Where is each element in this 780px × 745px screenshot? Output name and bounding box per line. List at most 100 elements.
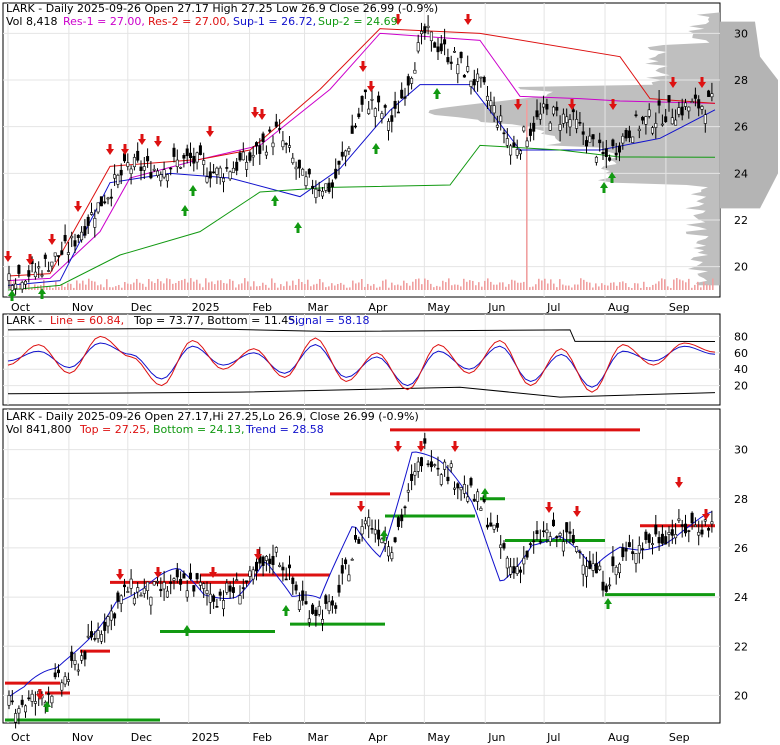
trend-candle-body bbox=[446, 476, 450, 482]
down-arrow-icon bbox=[675, 477, 683, 488]
trend-candle-body bbox=[693, 524, 697, 527]
volume-bar bbox=[589, 282, 591, 290]
price-candle-body bbox=[423, 26, 427, 34]
trend-candle-body bbox=[545, 529, 549, 534]
volume-bar bbox=[106, 279, 108, 290]
volume-bar bbox=[109, 287, 111, 290]
volume-bar bbox=[235, 287, 237, 290]
trend-candle-body bbox=[627, 542, 631, 548]
price-candle-body bbox=[631, 136, 635, 143]
volume-bar bbox=[466, 281, 468, 290]
volume-bar bbox=[484, 280, 486, 290]
price-candle-body bbox=[314, 188, 318, 198]
price-candle-body bbox=[479, 76, 483, 79]
trend-candle-body bbox=[677, 518, 681, 521]
trend-candle-body bbox=[169, 581, 173, 584]
price-candle-body bbox=[139, 166, 143, 172]
x-tick-label: Jun bbox=[487, 731, 505, 744]
stoch-top-band bbox=[7, 327, 716, 343]
price-candle-body bbox=[258, 145, 262, 154]
volume-profile bbox=[428, 3, 780, 297]
down-arrow-icon bbox=[106, 144, 114, 155]
price-candle-body bbox=[621, 135, 625, 144]
res2-line bbox=[7, 28, 716, 277]
trend-candle-body bbox=[281, 566, 285, 571]
price-candle-body bbox=[179, 166, 183, 169]
price-candle-body bbox=[505, 138, 509, 146]
price-header-ticker: LARK - Daily 2025-09-26 Open 27.17 High … bbox=[6, 2, 438, 15]
up-arrow-icon bbox=[8, 290, 16, 301]
volume-bar bbox=[223, 282, 225, 290]
trend-candle-body bbox=[578, 551, 582, 553]
trend-candle-body bbox=[548, 536, 552, 542]
price-candle-body bbox=[571, 109, 575, 113]
price-candle-body bbox=[132, 157, 136, 168]
trend-candle-body bbox=[255, 561, 259, 572]
price-header-volume: Vol 8,418 bbox=[6, 15, 57, 28]
trend-candle-body bbox=[469, 478, 473, 486]
price-candle-body bbox=[456, 64, 460, 75]
price-y-tick: 24 bbox=[734, 167, 748, 180]
y-axis-ticks: 30 28 26 24 22 20 80 60 40 20 30 28 26 24 22 20 bbox=[734, 27, 748, 702]
trend-candle-body bbox=[350, 558, 354, 561]
price-candle-body bbox=[43, 254, 47, 259]
volume-profile-tail bbox=[720, 21, 778, 209]
volume-bar bbox=[169, 279, 171, 290]
volume-bar bbox=[493, 284, 495, 290]
down-arrow-icon bbox=[138, 134, 146, 145]
trend-candle-body bbox=[284, 578, 288, 581]
trend-candle-body bbox=[542, 530, 546, 533]
up-arrow-icon bbox=[294, 222, 302, 233]
volume-bar bbox=[586, 281, 588, 290]
trend-candle-body bbox=[56, 669, 60, 674]
trend-candle-body bbox=[123, 584, 127, 588]
price-candle-body bbox=[222, 177, 226, 183]
trend-candle-body bbox=[50, 695, 54, 704]
volume-bar bbox=[139, 282, 141, 290]
trend-candle-body bbox=[76, 669, 80, 672]
volume-bar bbox=[454, 284, 456, 290]
price-candle-body bbox=[278, 128, 282, 130]
trend-candle-body bbox=[23, 705, 27, 713]
volume-bar bbox=[556, 287, 558, 290]
trend-candle-body bbox=[241, 587, 245, 589]
price-candle-body bbox=[324, 183, 328, 191]
price-candle-body bbox=[93, 217, 97, 228]
trend-candle-body bbox=[231, 587, 235, 593]
trend-candle-body bbox=[456, 483, 460, 489]
price-candle-body bbox=[548, 122, 552, 131]
trend-candle-body bbox=[136, 587, 140, 593]
res1-line bbox=[7, 32, 716, 282]
volume-bar bbox=[232, 280, 234, 290]
volume-bar bbox=[190, 278, 192, 290]
x-tick-label: Sep bbox=[669, 731, 690, 744]
volume-bar bbox=[208, 282, 210, 290]
volume-bar bbox=[700, 287, 702, 290]
trend-candle-body bbox=[202, 583, 206, 589]
volume-bar bbox=[487, 278, 489, 290]
trend-candle-body bbox=[518, 569, 522, 573]
trend-candle-body bbox=[86, 635, 90, 638]
volume-bar bbox=[598, 286, 600, 290]
x-tick-label: Feb bbox=[253, 301, 272, 314]
price-candle-body bbox=[680, 106, 684, 116]
price-y-tick: 20 bbox=[734, 261, 748, 274]
trend-candle-body bbox=[403, 506, 407, 509]
price-candle-body bbox=[129, 168, 133, 174]
x-tick-label: 2025 bbox=[192, 301, 220, 314]
volume-bar bbox=[481, 286, 483, 290]
trend-candle-body bbox=[452, 487, 456, 490]
trend-candle-body bbox=[466, 496, 470, 502]
price-candle-body bbox=[53, 252, 57, 257]
volume-bar bbox=[508, 284, 510, 290]
price-candle-body bbox=[598, 139, 602, 144]
trend-candle-body bbox=[644, 531, 648, 540]
price-candle-body bbox=[690, 101, 694, 104]
trend-candle-body bbox=[314, 609, 318, 616]
volume-bar bbox=[142, 283, 144, 290]
trend-candle-body bbox=[485, 524, 489, 528]
volume-bar bbox=[370, 285, 372, 290]
x-tick-label: Nov bbox=[72, 301, 94, 314]
price-candle-body bbox=[462, 74, 466, 78]
x-axis-ticks: Oct Oct Nov Nov Dec Dec 2025 2025 Feb Feb Mar Mar Ap… bbox=[11, 301, 690, 744]
